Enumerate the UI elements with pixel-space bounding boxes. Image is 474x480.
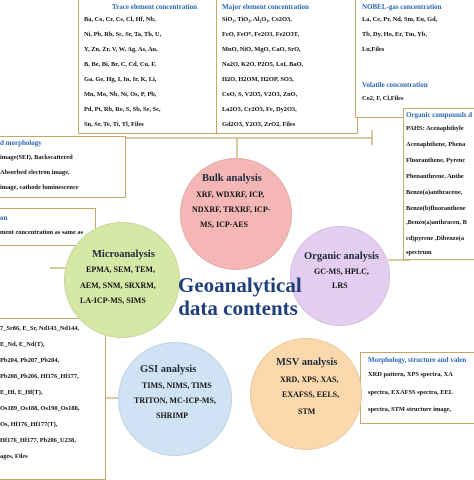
trace-line: Ga, Ge, Hg, I, In, Ir, K, Li, bbox=[84, 76, 157, 83]
major-line: MnO, NiO, MgO, CaO, SrO, bbox=[222, 46, 301, 53]
organic-line: Phenanthrene, Anthe bbox=[406, 173, 464, 180]
major-line: CoO, S, V2O5, V2O3, ZnO, bbox=[222, 91, 298, 98]
organic-line: ,Benzo(a)anthracen, B bbox=[406, 219, 467, 226]
nobel-line: La, Ce, Pr, Nd, Sm, Eu, Gd, bbox=[362, 16, 438, 23]
trace-line: Sn, Sr, Te, Ti, Tl, Files bbox=[84, 121, 144, 128]
nobel-gas-title: NOBEL-gas concentration bbox=[362, 3, 442, 11]
organic-line: Acenaphthene, Phena bbox=[406, 141, 466, 148]
micro-line: EPMA, SEM, TEM, bbox=[86, 265, 155, 274]
trace-line: B, Be, Bi, Br, C, Cd, Cu, F, bbox=[84, 61, 157, 68]
gsi-left-line: 7_Sr86, E_Sr, Nd143_Nd144, bbox=[0, 325, 80, 332]
morph-left-line: Absorbed electron image, bbox=[0, 169, 70, 176]
morph-left-line: image(SEI), Backscattered bbox=[0, 154, 73, 161]
msv-analysis-circle bbox=[250, 338, 362, 450]
organic-line: Benzo(b)fluoranthene bbox=[406, 205, 466, 212]
organic-line: spectrum bbox=[406, 249, 432, 256]
gsi-line: TIMS, NIMS, TIMS bbox=[142, 381, 212, 390]
msv-right-line: spectra, EXAFSS spectra, EEL bbox=[368, 389, 454, 396]
trace-line: Mn, Mo, Nb, Ni, Os, P, Pb, bbox=[84, 91, 157, 98]
gsi-left-line: E_Hf, E_Hf(T), bbox=[0, 389, 43, 396]
trace-line: Ba, Co, Cr, Cs, Cl, Hf, Nb, bbox=[84, 16, 156, 23]
volatile-line: Co2, F, Cl,Files bbox=[362, 95, 404, 102]
organic-line: Fluoranthene, Pyrenc bbox=[406, 157, 466, 164]
center-title-line2: data contents bbox=[178, 296, 298, 320]
gsi-left-line: Pb208_Pb206, Hf176_Hf177, bbox=[0, 373, 79, 380]
micro-line: LA-ICP-MS, SIMS bbox=[80, 296, 146, 305]
microanalysis-circle bbox=[64, 222, 180, 338]
major-element-title: Major element concentration bbox=[222, 3, 309, 11]
organic-line-circle: LRS bbox=[332, 281, 348, 290]
gsi-left-line: Hf176_Hf177, Pb206_U238, bbox=[0, 437, 76, 444]
morph-left-line: image, cathode luminescence bbox=[0, 184, 79, 191]
gsi-left-line: Os189_Os188, Os190_Os188, bbox=[0, 405, 80, 412]
msv-right-box bbox=[360, 352, 474, 424]
msv-line: STM bbox=[298, 407, 316, 416]
center-title-line1: Geoanalytical bbox=[178, 273, 302, 297]
trace-line: Pd, Pt, Rb, Re, S, Sb, Se, Sc, bbox=[84, 106, 161, 113]
major-line: Na2O, K2O, P2O5, LoI, BaO, bbox=[222, 61, 304, 68]
gsi-analysis-title: GSI analysis bbox=[140, 364, 197, 375]
major-line: La2O3, Cr2O3, Fe, Dy2O3, bbox=[222, 106, 297, 113]
gsi-left-line: Os, Hf176_Hf177(T), bbox=[0, 421, 58, 428]
major-line: FeO, FeOᵀ, Fe2O3, Fe2O3T, bbox=[222, 31, 300, 38]
major-line: SiO₂, TiO₂, Al₂O₃, Ce2O3, bbox=[222, 16, 292, 23]
bulk-analysis-circle bbox=[180, 158, 292, 270]
major-line: Gd2O3, Y2O3, ZrO2, Files bbox=[222, 121, 296, 128]
msv-line: EXAFSS, EELS, bbox=[282, 390, 340, 399]
microanalysis-title: Microanalysis bbox=[92, 249, 155, 260]
organic-line-circle: GC-MS, HPLC, bbox=[314, 267, 369, 276]
major-element-box bbox=[216, 0, 358, 134]
organic-line: Benzo(a)anthracene, bbox=[406, 189, 463, 196]
organic-analysis-circle bbox=[290, 226, 390, 326]
msv-right-line: XRD pattern, XPS spectra, XA bbox=[368, 371, 453, 378]
msv-right-title: Morphology, structure and valen bbox=[368, 356, 467, 364]
msv-analysis-title: MSV analysis bbox=[276, 357, 338, 368]
msv-line: XRD, XPS, XAS, bbox=[280, 375, 339, 384]
gsi-left-line: Pb204, Pb207_Pb204, bbox=[0, 357, 60, 364]
gsi-left-line: ages, Files bbox=[0, 453, 28, 460]
organic-line: cd)pyrene ,Dibenzo(a bbox=[406, 235, 465, 242]
gsi-analysis-circle bbox=[118, 342, 232, 456]
bulk-line: MS, ICP-AES bbox=[200, 220, 249, 229]
gsi-left-box bbox=[0, 318, 106, 480]
organic-compounds-box bbox=[403, 108, 474, 260]
trace-element-title: Trace element concentration bbox=[112, 3, 198, 11]
organic-analysis-title: Organic analysis bbox=[304, 251, 379, 262]
gsi-line: SHRIMP bbox=[156, 411, 188, 420]
volatile-title: Volatile concentration bbox=[362, 81, 428, 89]
trace-line: Y, Zn, Zr, V, W, Ag, As, Au, bbox=[84, 46, 158, 53]
nobel-line: Lu,Files bbox=[362, 46, 385, 53]
morphology-left-box bbox=[0, 136, 126, 198]
nobel-line: Tb, Dy, Ho, Er, Tm, Yb, bbox=[362, 31, 427, 38]
bulk-line: XRF, WDXRF, ICP, bbox=[196, 190, 265, 199]
msv-right-line: spectra, STM structure image, bbox=[368, 406, 452, 413]
micro-line: AEM, SNM, SRXRM, bbox=[80, 281, 156, 290]
morphology-left-title: d morphology bbox=[0, 139, 42, 147]
bulk-line: NDXRF, TRXRF, ICP- bbox=[192, 205, 271, 214]
micro-left-title: on bbox=[0, 214, 8, 222]
trace-line: Ni, Pb, Rb, Sc, Sr, Ta, Th, U, bbox=[84, 31, 162, 38]
gsi-left-line: E_Nd, E_Nd(T), bbox=[0, 341, 45, 348]
organic-line: PAHS: Acenaphthyle bbox=[406, 125, 464, 132]
micro-left-line: ment concentration as same as bbox=[0, 229, 84, 236]
bulk-analysis-title: Bulk analysis bbox=[202, 173, 262, 184]
major-line: H2O, H2OM, H2OP, SO3, bbox=[222, 76, 294, 83]
gsi-line: TRITON, MC-ICP-MS, bbox=[134, 396, 216, 405]
organic-compounds-title: Organic compounds d bbox=[406, 111, 473, 119]
